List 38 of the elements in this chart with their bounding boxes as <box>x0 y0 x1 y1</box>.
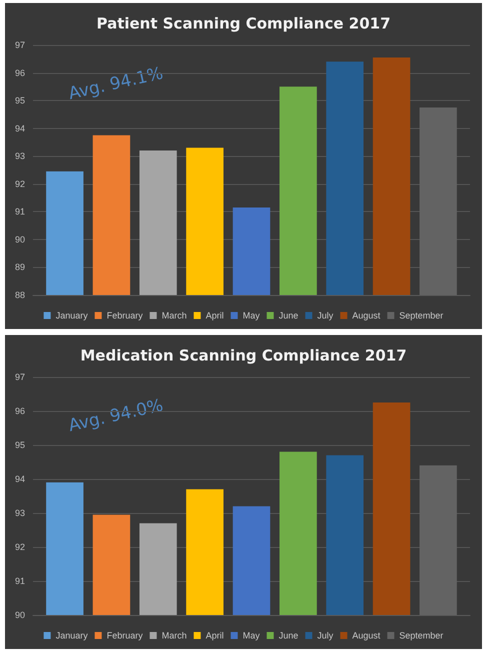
y-tick-label: 95 <box>14 96 25 106</box>
legend-label: January <box>56 630 88 640</box>
legend-label: September <box>399 310 444 320</box>
legend-label: April <box>206 630 224 640</box>
y-tick-label: 90 <box>14 610 25 620</box>
legend-label: July <box>317 630 334 640</box>
y-tick-label: 94 <box>14 123 25 134</box>
y-tick-label: 92 <box>14 178 25 189</box>
legend-label: June <box>278 310 298 320</box>
y-tick-label: 91 <box>14 576 25 586</box>
y-tick-label: 97 <box>14 372 25 382</box>
y-tick-label: 93 <box>14 151 25 162</box>
legend-label: September <box>399 630 444 640</box>
legend-label: February <box>106 630 144 640</box>
y-tick-label: 89 <box>14 262 25 272</box>
legend-label: August <box>352 310 381 320</box>
y-tick-label: 91 <box>14 206 25 217</box>
legend-label: February <box>106 310 144 320</box>
y-tick-label: 96 <box>14 68 25 78</box>
y-tick-label: 97 <box>14 40 25 50</box>
legend-label: May <box>242 310 260 320</box>
legend-label: June <box>278 630 298 640</box>
chart-title: Patient Scanning Compliance 2017 <box>96 14 391 32</box>
chart-title: Medication Scanning Compliance 2017 <box>80 346 407 364</box>
y-tick-label: 96 <box>14 406 25 416</box>
legend-label: May <box>242 630 260 640</box>
y-tick-label: 95 <box>14 440 25 450</box>
legend-label: August <box>352 630 381 640</box>
legend-label: March <box>162 630 187 640</box>
y-tick-label: 94 <box>14 474 25 484</box>
legend-label: January <box>56 310 88 320</box>
y-tick-label: 90 <box>14 234 25 244</box>
y-tick-label: 88 <box>14 290 25 300</box>
legend-label: July <box>317 310 334 320</box>
legend-label: April <box>206 310 224 320</box>
legend-label: March <box>162 310 187 320</box>
y-tick-label: 93 <box>14 508 25 518</box>
y-tick-label: 92 <box>14 542 25 552</box>
